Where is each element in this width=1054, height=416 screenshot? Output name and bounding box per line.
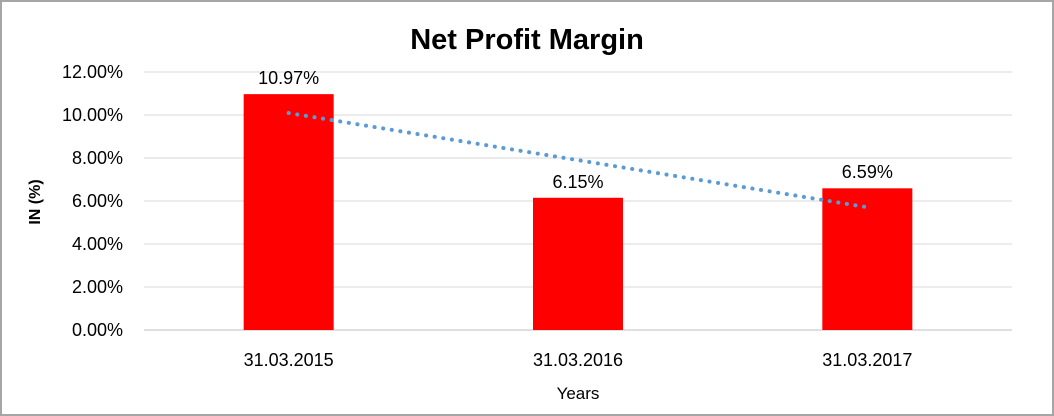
y-tick-label: 0.00% xyxy=(71,320,123,340)
y-tick-label: 12.00% xyxy=(61,62,123,82)
y-tick-label: 6.00% xyxy=(71,191,123,211)
y-tick-label: 10.00% xyxy=(61,105,123,125)
bar-value-label: 10.97% xyxy=(258,68,320,89)
chart-title: Net Profit Margin xyxy=(410,24,644,56)
y-tick-label: 8.00% xyxy=(71,148,123,168)
x-tick-label: 31.03.2016 xyxy=(532,350,624,370)
x-tick-label: 31.03.2017 xyxy=(822,350,913,370)
trendline xyxy=(286,111,870,210)
bar-31.03.2015 xyxy=(243,94,334,331)
x-tick-label: 31.03.2015 xyxy=(243,350,334,370)
bar-value-label: 6.15% xyxy=(552,171,604,192)
y-tick-label: 2.00% xyxy=(71,277,123,297)
bar-31.03.2017 xyxy=(822,188,913,330)
y-tick-label: 4.00% xyxy=(71,234,123,254)
bar-value-label: 6.59% xyxy=(841,162,893,183)
bar-31.03.2016 xyxy=(533,197,623,330)
x-axis-title: Years xyxy=(556,384,600,403)
